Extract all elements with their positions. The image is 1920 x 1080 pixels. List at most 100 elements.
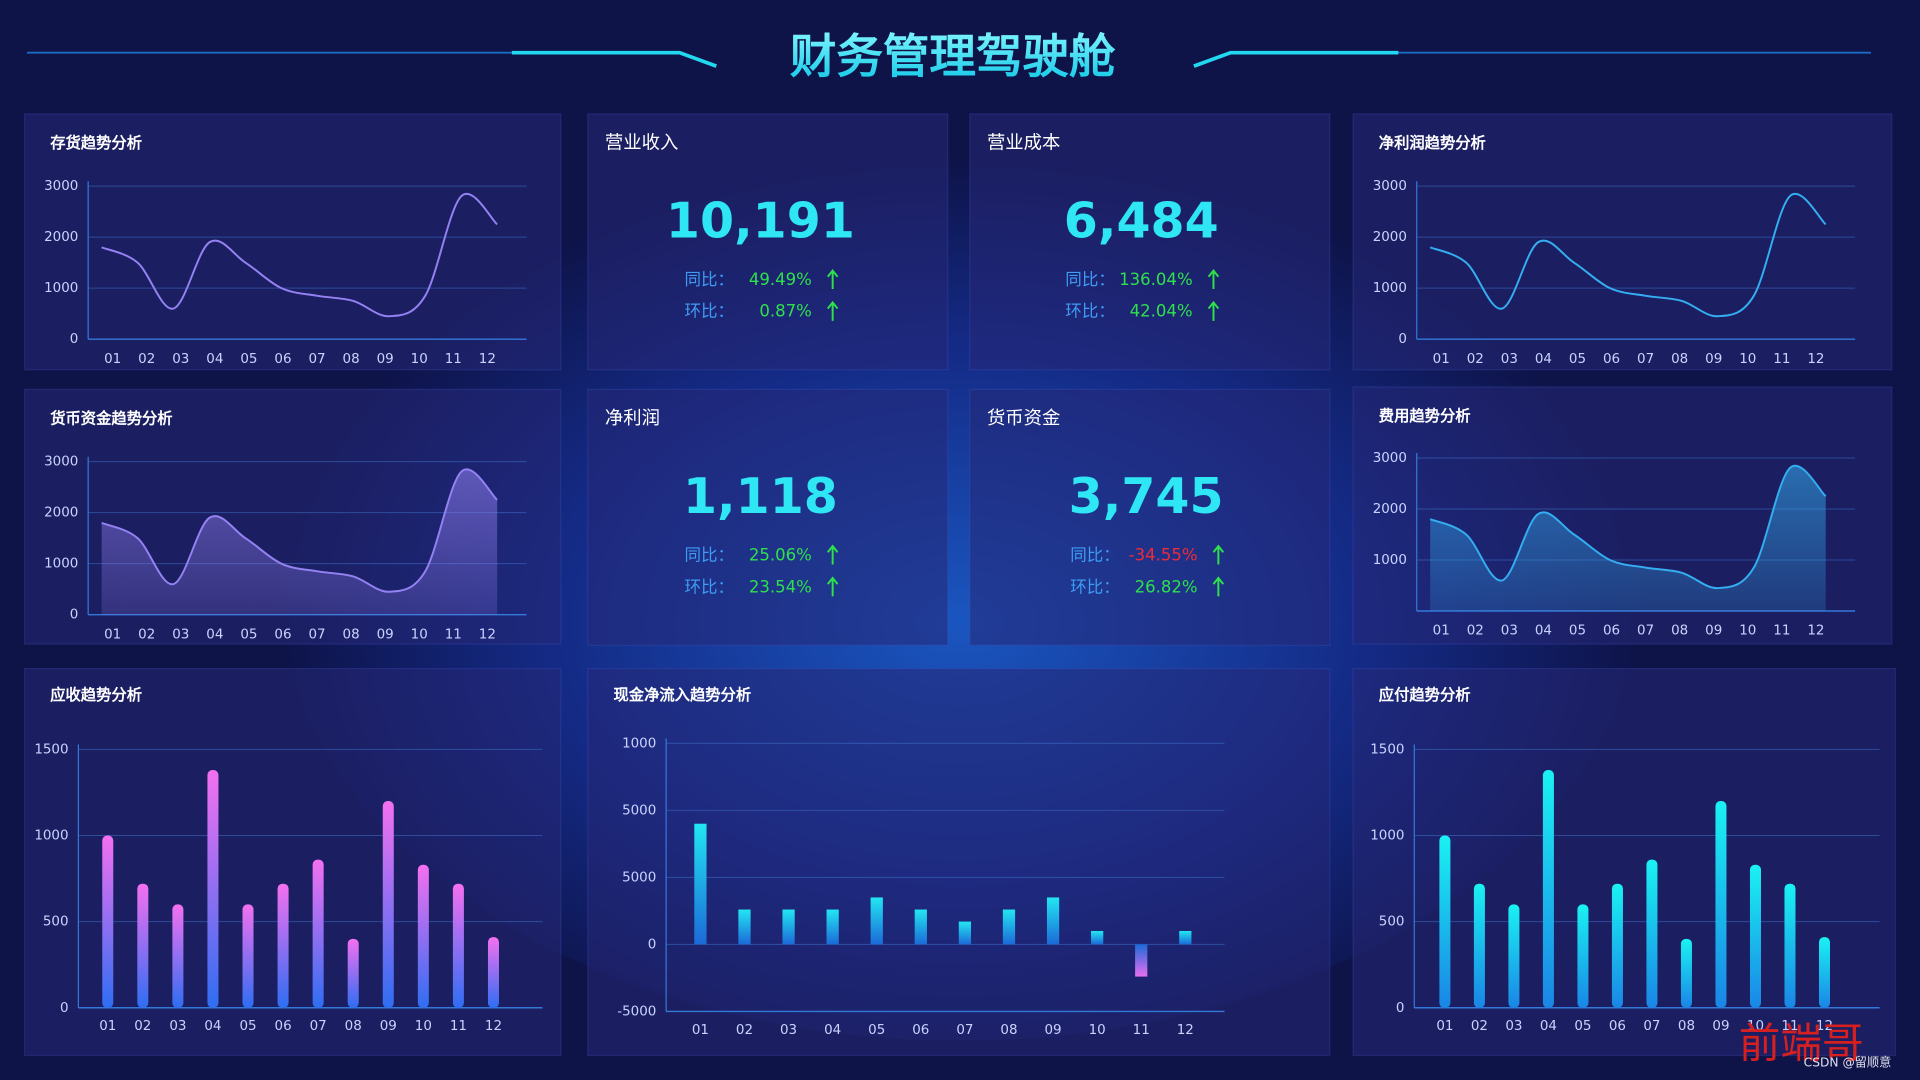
y-tick-label: 1500 [34,742,68,757]
page-title: 财务管理驾驶舱 [790,30,1116,84]
x-tick-label: 11 [1133,1023,1150,1038]
bar [1439,835,1451,1008]
line [101,193,498,318]
kpi-row-label: 环比： [684,302,734,321]
y-tick-label: -5000 [617,1004,656,1019]
bar [1473,883,1485,1008]
x-tick-label: 07 [1643,1019,1660,1034]
kpi-title: 营业成本 [987,132,1060,153]
kpi-arrow [1212,576,1225,597]
x-tick-label: 05 [1569,624,1586,639]
bar [1577,904,1589,1008]
x-tick-label: 09 [1712,1019,1729,1034]
panel [587,113,949,371]
bar [312,859,324,1008]
y-tick-label: 1000 [44,281,78,296]
chart-title: 费用趋势分析 [1379,407,1471,425]
bar [1715,801,1727,1008]
x-tick-label: 02 [138,352,155,367]
y-tick-label: 1000 [1373,553,1407,568]
x-tick-label: 12 [1807,624,1824,639]
y-tick-label: 2000 [44,506,78,521]
header-decoration [26,50,1872,68]
x-tick-label: 08 [1671,352,1688,367]
bar [277,883,289,1008]
x-tick-label: 08 [343,352,360,367]
x-tick-label: 09 [1705,624,1722,639]
kpi-title: 货币资金 [987,408,1060,429]
line [1429,464,1827,590]
kpi-row-value: 49.49% [749,270,812,289]
x-tick-label: 04 [1535,624,1552,639]
bar [826,909,839,945]
kpi-arrow [1207,269,1220,289]
x-tick-label: 06 [912,1023,929,1038]
x-tick-label: 01 [1433,352,1450,367]
y-tick-label: 5000 [622,803,656,818]
bar [1508,904,1520,1008]
x-tick-label: 06 [1603,352,1620,367]
x-tick-label: 03 [780,1023,797,1038]
x-tick-label: 04 [1535,352,1552,367]
x-tick-label: 11 [450,1019,467,1034]
x-tick-label: 12 [479,627,496,642]
kpi-row-value: 26.82% [1135,577,1198,596]
kpi-row-label: 同比： [684,545,734,564]
x-tick-label: 09 [1705,352,1722,367]
x-tick-label: 05 [868,1023,885,1038]
header-line [511,50,717,68]
x-tick-label: 03 [172,627,189,642]
x-tick-label: 07 [1637,624,1654,639]
x-tick-label: 02 [134,1019,151,1034]
x-tick-label: 11 [1773,624,1790,639]
y-tick-label: 1000 [1370,829,1404,844]
x-tick-label: 06 [274,627,291,642]
y-tick-label: 2000 [44,230,78,245]
bar [207,770,219,1008]
x-tick-label: 09 [1044,1023,1061,1038]
y-tick-label: 0 [1398,332,1407,347]
kpi-row-label: 环比： [1065,302,1115,321]
bar [1818,937,1830,1008]
header-line [1193,50,1399,68]
x-tick-label: 02 [1467,352,1484,367]
y-tick-label: 2000 [1373,502,1407,517]
chart-title: 应付趋势分析 [1379,686,1471,704]
x-tick-label: 10 [411,627,428,642]
panel [23,113,562,371]
x-tick-label: 11 [1773,352,1790,367]
kpi-title: 净利润 [605,408,660,429]
x-tick-label: 07 [310,1019,327,1034]
bar [172,904,184,1008]
bar [1784,883,1796,1008]
panel [969,388,1331,646]
x-tick-label: 12 [479,352,496,367]
panel [23,667,562,1057]
x-tick-label: 11 [445,352,462,367]
watermark-logo: 前端哥 [1739,1018,1864,1067]
kpi-value: 1,118 [683,468,838,525]
y-tick-label: 0 [60,1001,69,1016]
x-tick-label: 08 [1671,624,1688,639]
kpi-arrow [826,300,839,321]
x-tick-label: 05 [240,352,257,367]
watermark-credit: CSDN @留顺意 [1804,1054,1892,1069]
bar [870,897,883,945]
kpi-title: 营业收入 [605,132,678,153]
bar [382,801,394,1008]
kpi-value: 6,484 [1064,193,1219,250]
kpi-row-value: 23.54% [749,577,812,596]
bar [1646,859,1658,1008]
x-tick-label: 03 [1505,1019,1522,1034]
bar [347,938,359,1008]
x-tick-label: 02 [138,627,155,642]
x-tick-label: 10 [1089,1023,1106,1038]
kpi-row-value: -34.55% [1129,545,1198,564]
kpi-arrow [826,269,839,289]
kpi-row-value: 0.87% [759,302,811,321]
x-tick-label: 08 [345,1019,362,1034]
panel [1352,113,1893,371]
x-tick-label: 05 [1574,1019,1591,1034]
